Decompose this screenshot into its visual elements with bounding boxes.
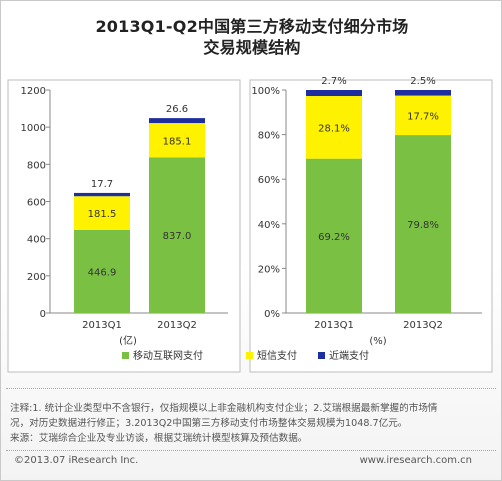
unit-label: (亿): [119, 334, 137, 347]
x-tick-label: 2013Q2: [403, 320, 443, 331]
y-tick-label: 100%: [251, 86, 280, 97]
y-tick-label: 600: [27, 198, 46, 209]
bar-segment: [74, 196, 130, 230]
footer-website: www.iresearch.com.cn: [359, 455, 472, 466]
data-label: 185.1: [163, 136, 192, 147]
bar-segment: [74, 229, 130, 313]
data-label: 181.5: [88, 209, 117, 220]
bar-segment: [149, 123, 205, 158]
bar-segment: [306, 158, 362, 313]
data-label: 69.2%: [318, 232, 350, 243]
note-line-2: 况，对历史数据进行修正；3.2013Q2中国第三方移动支付市场整体交易规模为10…: [10, 418, 408, 429]
footer-divider: [6, 450, 496, 451]
legend-label: 移动互联网支付: [133, 349, 203, 362]
data-label: 2.7%: [321, 76, 346, 87]
unit-label: (%): [369, 336, 386, 347]
y-tick-label: 400: [27, 235, 46, 246]
legend-label: 近端支付: [329, 349, 369, 362]
note-line-1: 注释:1. 统计企业类型中不含银行，仅指规模以上非金融机构支付企业；2.艾瑞根据…: [10, 403, 438, 414]
data-label: 2.5%: [410, 76, 435, 87]
data-label: 837.0: [163, 231, 192, 242]
legend-swatch: [122, 352, 129, 359]
y-tick-label: 80%: [258, 131, 280, 142]
data-label: 446.9: [88, 267, 117, 278]
data-label: 28.1%: [318, 123, 350, 134]
data-label: 26.6: [166, 104, 188, 115]
data-label: 17.7: [91, 179, 113, 190]
legend-label: 短信支付: [257, 349, 297, 362]
bar-segment: [306, 96, 362, 159]
notes-divider: [6, 388, 496, 389]
legend-swatch: [246, 352, 253, 359]
y-tick-label: 40%: [258, 220, 280, 231]
bar-segment: [149, 118, 205, 124]
chart-subtitle: 交易规模结构: [203, 38, 301, 57]
note-source: 来源：艾瑞综合企业及专业访谈，根据艾瑞统计模型核算及预估数据。: [10, 433, 308, 444]
footer-copyright: ©2013.07 iResearch Inc.: [14, 455, 139, 466]
bar-segment: [395, 90, 451, 96]
y-tick-label: 0%: [264, 309, 280, 320]
x-tick-label: 2013Q2: [157, 320, 197, 331]
y-tick-label: 20%: [258, 264, 280, 275]
bar-segment: [149, 157, 205, 313]
bar-segment: [395, 95, 451, 136]
y-tick-label: 1000: [21, 123, 46, 134]
x-tick-label: 2013Q1: [314, 320, 354, 331]
bar-segment: [74, 192, 130, 197]
chart-title: 2013Q1-Q2中国第三方移动支付细分市场: [95, 17, 409, 36]
legend-swatch: [318, 352, 325, 359]
x-tick-label: 2013Q1: [82, 320, 122, 331]
y-tick-label: 0: [40, 309, 46, 320]
bar-segment: [306, 90, 362, 97]
data-label: 17.7%: [407, 111, 439, 122]
chart-panel-2: [249, 79, 493, 373]
data-label: 79.8%: [407, 220, 439, 231]
y-tick-label: 800: [27, 160, 46, 171]
bar-segment: [395, 135, 451, 313]
y-tick-label: 200: [27, 272, 46, 283]
y-tick-label: 60%: [258, 175, 280, 186]
y-tick-label: 1200: [21, 86, 46, 97]
